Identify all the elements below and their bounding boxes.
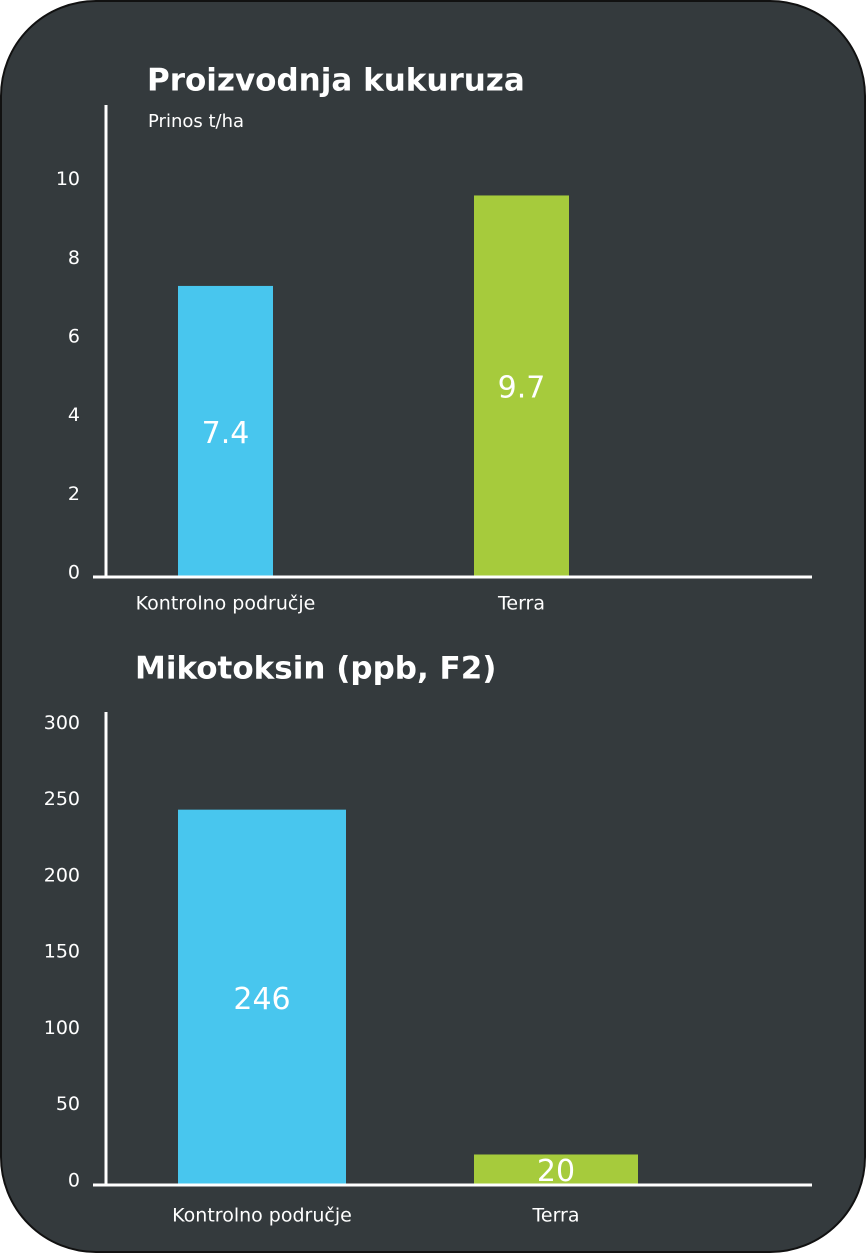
y-tick-label: 250 [44, 788, 80, 810]
y-tick-label: 8 [68, 247, 80, 269]
data-label: 9.7 [498, 371, 546, 406]
bar [474, 195, 569, 577]
y-tick-label: 100 [44, 1017, 80, 1039]
data-label: 7.4 [202, 416, 250, 451]
x-tick-label: Terra [532, 1205, 580, 1227]
y-axis-label: Prinos t/ha [148, 111, 244, 132]
x-tick-label: Terra [497, 593, 545, 615]
y-tick-label: 0 [68, 1170, 80, 1192]
y-tick-label: 300 [44, 712, 80, 734]
y-tick-label: 2 [68, 483, 80, 505]
x-tick-label: Kontrolno područje [136, 593, 316, 615]
data-label: 246 [233, 982, 290, 1017]
y-tick-label: 0 [68, 562, 80, 584]
data-label: 20 [537, 1154, 575, 1189]
y-tick-label: 4 [68, 404, 80, 426]
chart-title: Proizvodnja kukuruza [147, 63, 525, 99]
bar [178, 809, 346, 1185]
chart-title: Mikotoksin (ppb, F2) [135, 651, 496, 687]
y-tick-label: 150 [44, 941, 80, 963]
bar [178, 285, 273, 577]
y-tick-label: 200 [44, 864, 80, 886]
bar [474, 1154, 638, 1185]
y-tick-label: 50 [56, 1093, 80, 1115]
y-tick-label: 6 [68, 326, 80, 348]
x-tick-label: Kontrolno područje [172, 1205, 352, 1227]
y-tick-label: 10 [56, 168, 80, 190]
